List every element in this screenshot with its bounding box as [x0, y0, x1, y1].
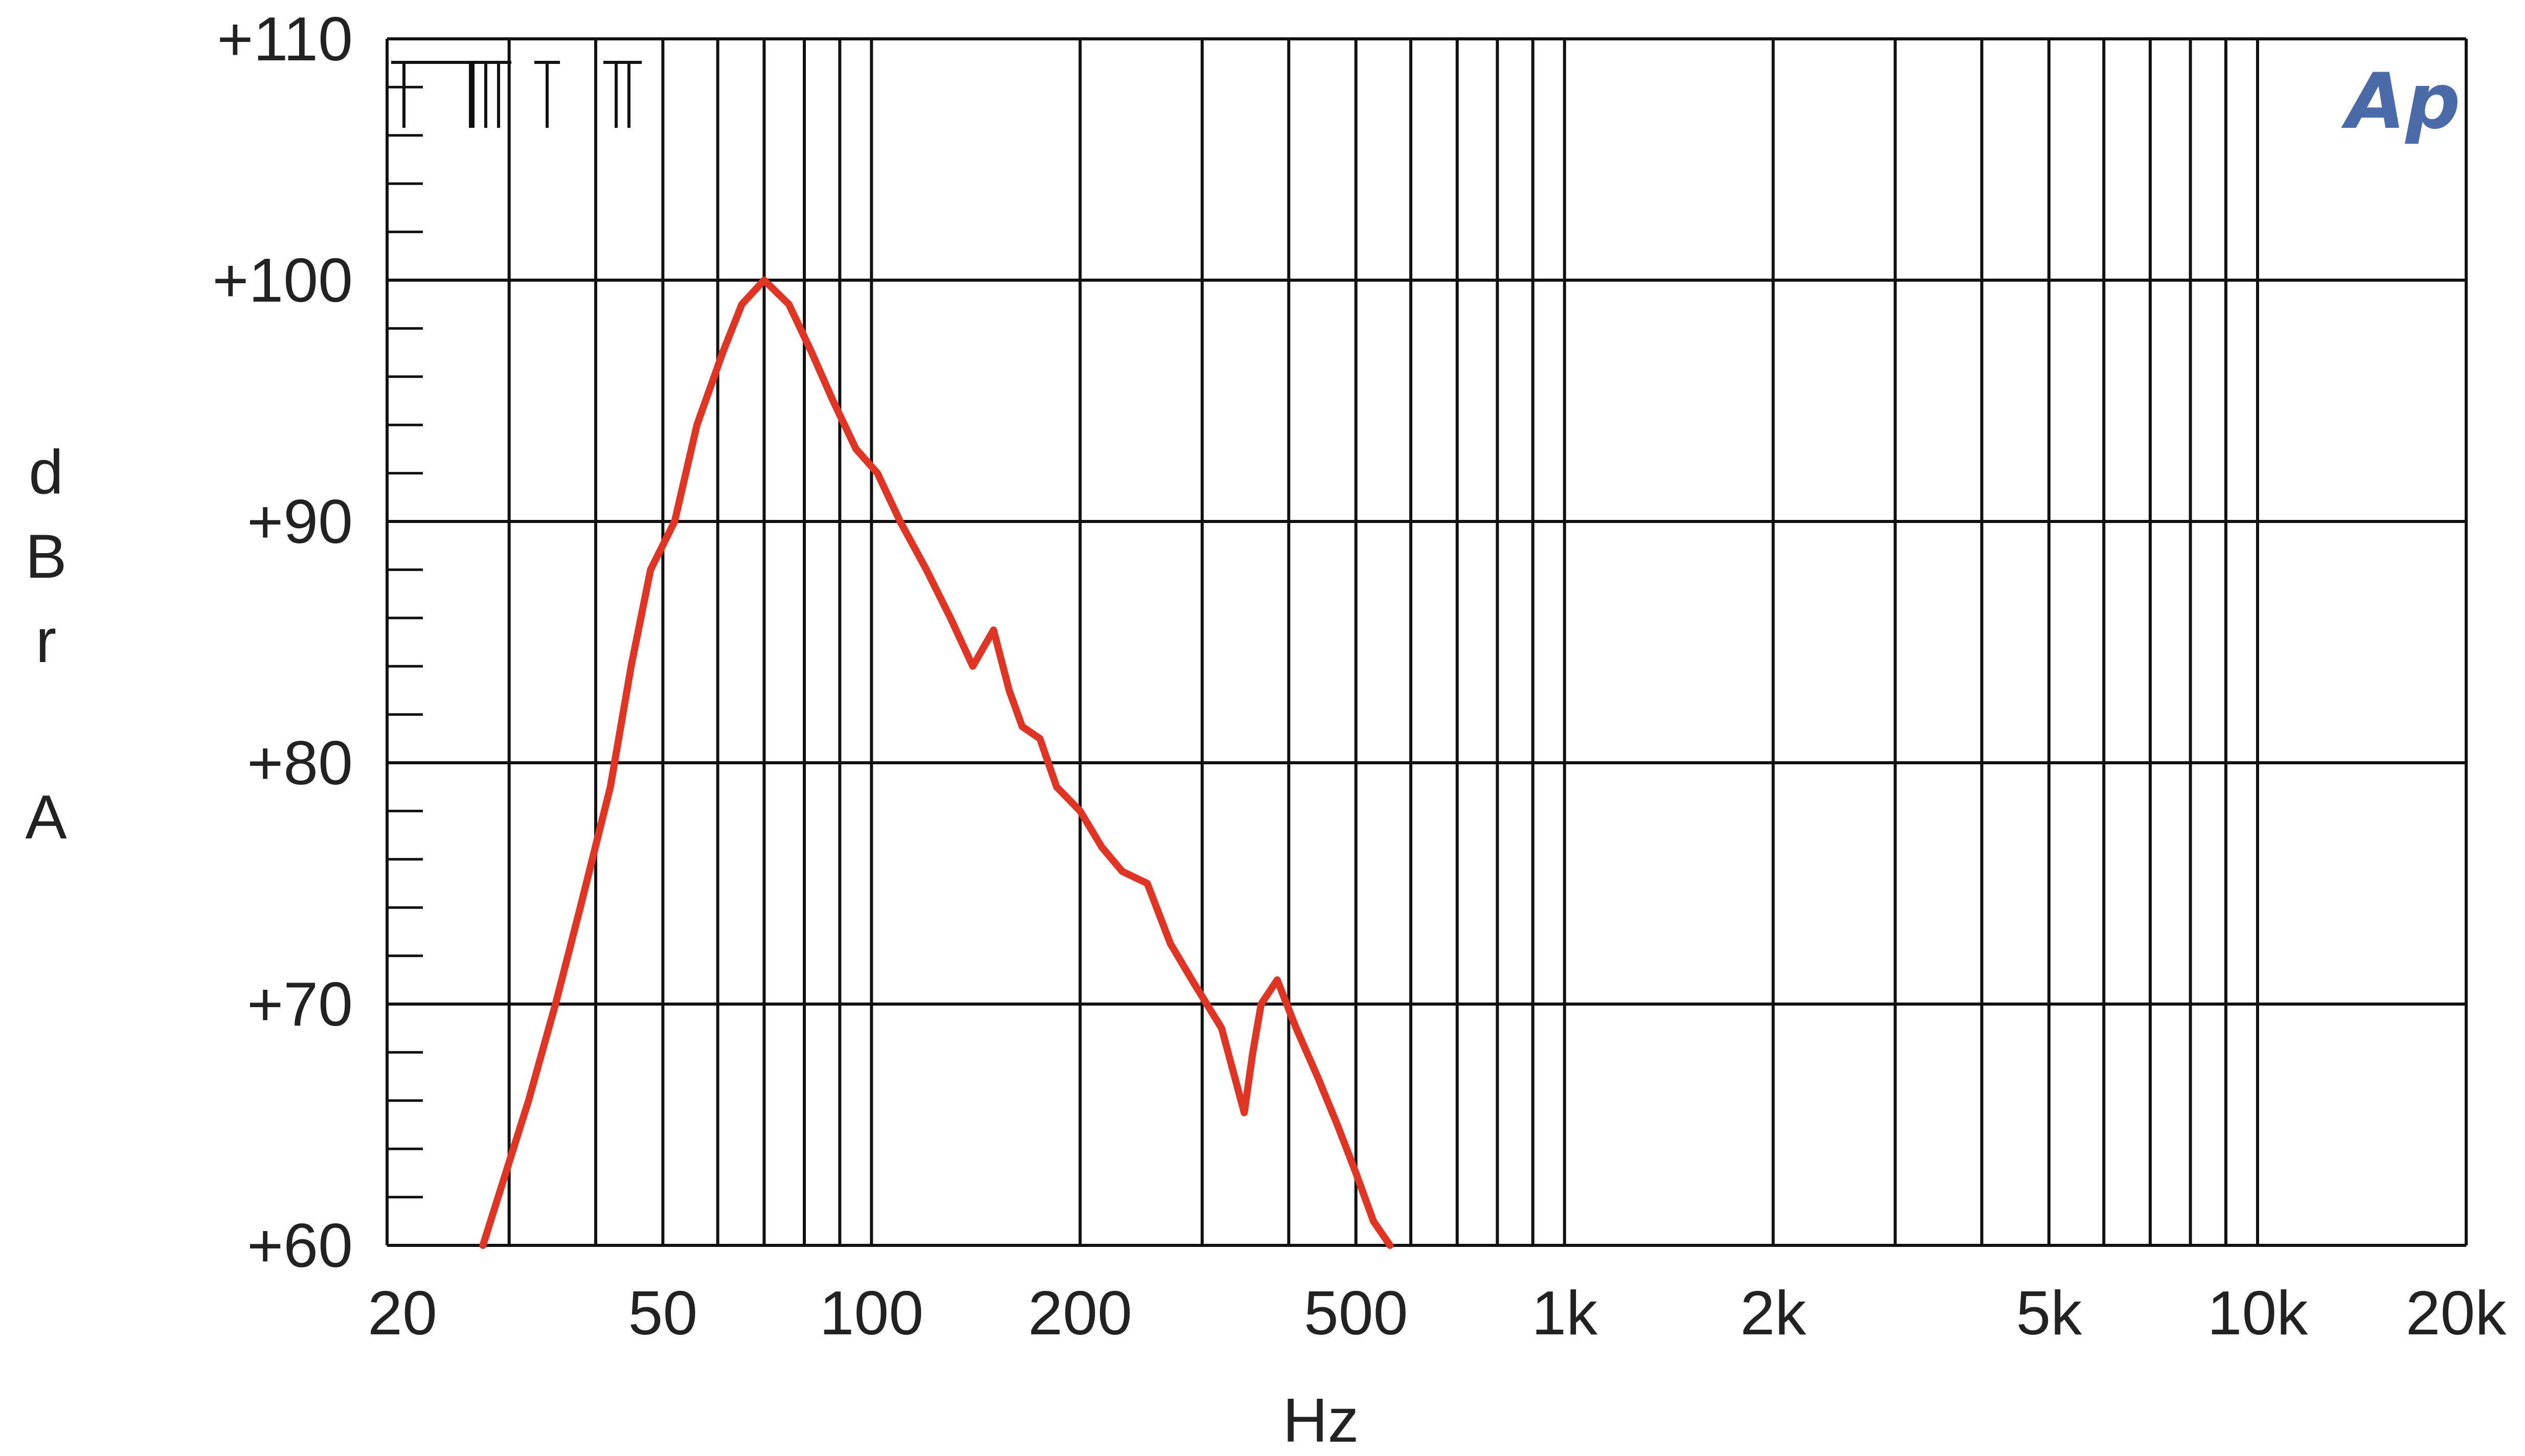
y-axis-label-letter: A [25, 782, 67, 852]
x-tick-label: 20 [368, 1278, 437, 1348]
x-tick-label: 20k [2406, 1278, 2507, 1348]
y-axis-label-letter: r [36, 606, 57, 675]
y-minor-ticks [387, 85, 423, 1199]
y-tick-label: +60 [247, 1211, 353, 1280]
x-tick-label: 200 [1028, 1278, 1133, 1348]
y-tick-label: +90 [247, 487, 353, 556]
y-tick-label: +80 [247, 728, 353, 798]
x-tick-label: 2k [1740, 1278, 1807, 1348]
y-axis-label: dBr A [25, 437, 67, 852]
y-axis-label-letter: d [29, 437, 63, 507]
x-tick-label: 100 [820, 1278, 924, 1348]
x-tick-label: 50 [628, 1278, 697, 1348]
corner-tick-marks [391, 61, 642, 128]
x-tick-label: 10k [2207, 1278, 2309, 1348]
y-tick-label: +110 [217, 4, 353, 74]
y-tick-label: +70 [247, 969, 353, 1039]
x-axis-label: Hz [1282, 1385, 1359, 1453]
series-line [479, 277, 1394, 1249]
y-tick-labels: +110 +100 +90 +80 +70 +60 [212, 4, 353, 1280]
x-tick-label: 1k [1531, 1278, 1598, 1348]
x-tick-label: 5k [2016, 1278, 2083, 1348]
x-tick-label: 500 [1304, 1278, 1408, 1348]
x-tick-labels: 20 50 100 200 500 1k 2k 5k 10k 20k [368, 1278, 2507, 1348]
y-tick-label: +100 [212, 245, 353, 315]
y-axis-label-letter: B [25, 521, 66, 591]
grid [386, 37, 2468, 1247]
ap-logo: Ap [2341, 57, 2460, 146]
